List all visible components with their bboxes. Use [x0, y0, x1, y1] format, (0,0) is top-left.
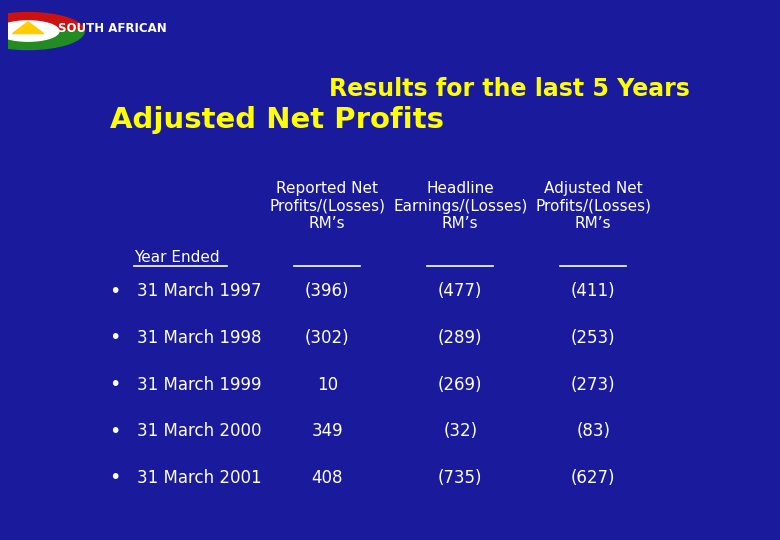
Polygon shape [12, 22, 44, 33]
Text: 408: 408 [311, 469, 343, 487]
Text: (253): (253) [571, 329, 615, 347]
Text: Headline
Earnings/(Losses)
RM’s: Headline Earnings/(Losses) RM’s [393, 181, 527, 231]
Text: Adjusted Net Profits: Adjusted Net Profits [109, 106, 444, 134]
Wedge shape [0, 31, 84, 50]
Text: •: • [108, 422, 120, 441]
Text: (735): (735) [438, 469, 483, 487]
Text: 31 March 1997: 31 March 1997 [136, 282, 261, 300]
Text: (32): (32) [443, 422, 477, 440]
Text: Reported Net
Profits/(Losses)
RM’s: Reported Net Profits/(Losses) RM’s [269, 181, 385, 231]
Text: •: • [108, 468, 120, 487]
Wedge shape [0, 12, 84, 31]
Text: SOUTH AFRICAN: SOUTH AFRICAN [58, 22, 166, 35]
Text: Year Ended: Year Ended [134, 250, 219, 265]
Text: (627): (627) [571, 469, 615, 487]
Text: (83): (83) [576, 422, 610, 440]
Text: (396): (396) [305, 282, 349, 300]
Text: 349: 349 [311, 422, 343, 440]
Text: (411): (411) [571, 282, 615, 300]
Text: (269): (269) [438, 375, 483, 394]
Text: (477): (477) [438, 282, 482, 300]
Text: •: • [108, 328, 120, 347]
Text: Results for the last 5 Years: Results for the last 5 Years [329, 77, 690, 102]
Text: 31 March 1999: 31 March 1999 [136, 375, 261, 394]
Text: •: • [108, 375, 120, 394]
Circle shape [0, 21, 59, 41]
Text: 31 March 2000: 31 March 2000 [136, 422, 261, 440]
Text: 10: 10 [317, 375, 338, 394]
Text: Adjusted Net
Profits/(Losses)
RM’s: Adjusted Net Profits/(Losses) RM’s [535, 181, 651, 231]
Text: 31 March 2001: 31 March 2001 [136, 469, 261, 487]
Text: •: • [108, 282, 120, 301]
Text: (302): (302) [305, 329, 349, 347]
Text: (289): (289) [438, 329, 483, 347]
Text: 31 March 1998: 31 March 1998 [136, 329, 261, 347]
Text: (273): (273) [571, 375, 615, 394]
